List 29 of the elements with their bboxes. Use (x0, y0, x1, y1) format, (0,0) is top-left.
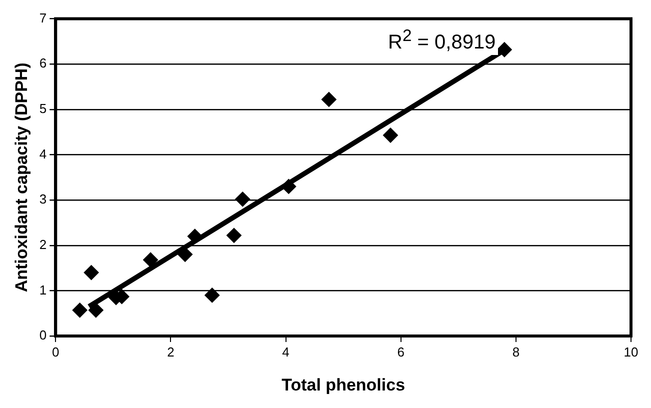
x-tick-label: 8 (512, 344, 520, 360)
x-tick-label: 2 (167, 344, 174, 360)
y-tick-label: 3 (39, 192, 47, 207)
point (321, 92, 336, 107)
y-tick-label: 5 (39, 101, 47, 116)
y-axis-title: Antioxidant capacity (DPPH) (12, 62, 31, 292)
y-tick-label: 7 (39, 10, 47, 26)
y-tick-label: 4 (39, 146, 47, 162)
x-axis-title: Total phenolics (282, 375, 406, 394)
point (226, 228, 242, 243)
y-tick-label: 6 (39, 56, 47, 71)
y-tick-label: 1 (39, 282, 47, 298)
point (72, 302, 88, 318)
x-tick-label: 4 (282, 344, 290, 360)
point (88, 302, 104, 318)
point (235, 192, 250, 207)
y-tick-label: 0 (39, 328, 47, 343)
point (84, 265, 99, 280)
annotation: R$^{2}$ = 0,8919 (386, 26, 498, 55)
point (187, 228, 202, 244)
point (204, 288, 220, 303)
x-tick-label: 6 (397, 344, 404, 360)
point (143, 252, 158, 268)
x-tick-label: 10 (624, 344, 638, 360)
point (178, 246, 193, 262)
x-tick-label: 0 (52, 344, 60, 360)
point (382, 128, 398, 143)
point (496, 42, 512, 58)
y-tick-label: 2 (39, 236, 47, 252)
